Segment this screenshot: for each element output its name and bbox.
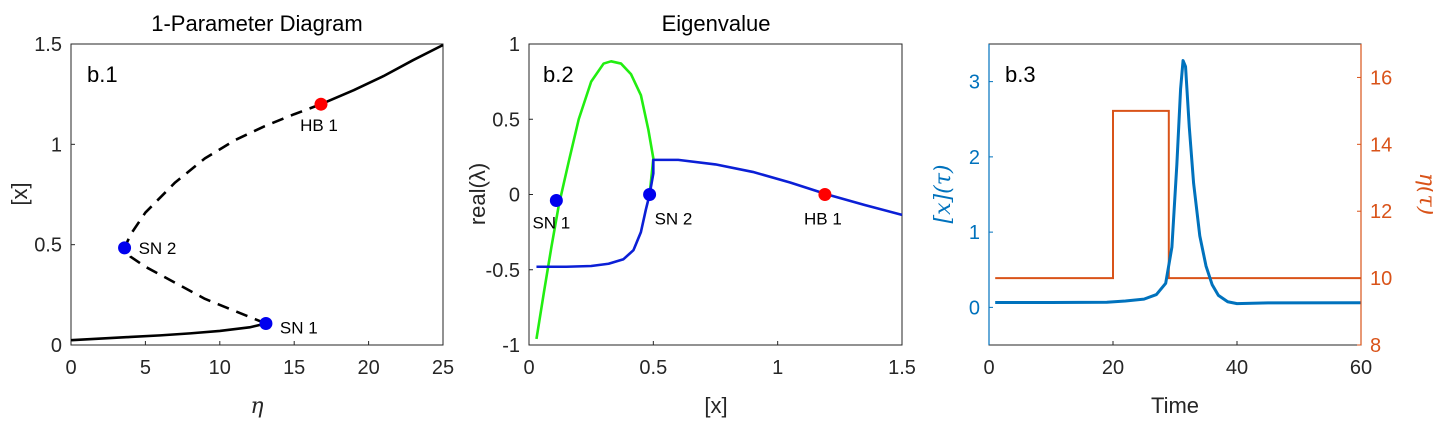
panel-3-x-tick-label: 0: [983, 357, 994, 379]
panel-2-sn2-label: SN 2: [655, 210, 693, 229]
panel-2-y-tick-label: 1: [509, 34, 520, 56]
panel-3-x-ticks: 0 20 40 60: [983, 341, 1372, 379]
panel-1-x-tick-label: 20: [357, 357, 379, 379]
panel-1-x-tick-label: 0: [65, 357, 76, 379]
panel-3-right-y-tick-label: 14: [1370, 134, 1392, 156]
panel-3-tag: b.3: [1005, 62, 1036, 87]
panel-1-y-tick-label: 1.5: [34, 34, 62, 56]
panel-3-left-y-tick-label: 0: [969, 297, 980, 319]
panel-3-right-y-axis-label: η(τ): [1414, 173, 1433, 216]
panel-2-y-tick-label: 0: [509, 185, 520, 207]
panel-3-x-tick-label: 40: [1226, 357, 1248, 379]
panel-3-left-y-tick-label: 3: [969, 72, 980, 94]
panel-2-green-eigenvalue-curve: [535, 60, 655, 340]
panel-2-y-tick-label: -0.5: [486, 260, 520, 282]
panel-2-x-tick-label: 1.5: [888, 357, 916, 379]
panel-1-sn1-label: SN 1: [280, 319, 318, 338]
panel-3-right-y-tick-label: 16: [1370, 67, 1392, 89]
panel-1-x-tick-label: 15: [283, 357, 305, 379]
panel-3-x-tick-label: 60: [1350, 357, 1372, 379]
panel-1-y-tick-label: 0: [51, 335, 62, 357]
panel-1-axes-box: [70, 43, 444, 346]
panel-3-x-series-line: [995, 59, 1362, 306]
panel-1-branch-solid-2: [320, 43, 444, 106]
panel-1-sn2-label: SN 2: [139, 239, 177, 258]
panel-2-blue-eigenvalue-curve: [536, 158, 903, 269]
panel-3-left-y-ticks: 0 1 2 3: [969, 72, 993, 319]
panel-3-x-axis-label: Time: [1151, 393, 1199, 418]
panel-3-left-y-axis-label: [x](τ): [931, 165, 956, 224]
panel-3-right-y-tick-label: 8: [1370, 335, 1381, 357]
panel-1-hb1-label: HB 1: [300, 116, 338, 135]
panel-1-title: 1-Parameter Diagram: [151, 11, 363, 36]
panel-2-sn1-point: [549, 194, 563, 208]
panel-2-plot-area: SN 1 SN 2 HB 1: [532, 60, 903, 340]
panel-2-x-axis-label: [x]: [704, 393, 727, 418]
panel-2-y-tick-label: -1: [502, 335, 520, 357]
panel-2-title: Eigenvalue: [662, 11, 771, 36]
panel-2-hb1-point: [818, 188, 832, 201]
panel-2-x-tick-label: 0.5: [639, 357, 667, 379]
panel-1-y-tick-label: 0.5: [34, 235, 62, 257]
panel-1-sn1-point: [259, 317, 273, 331]
panel-2-eigenvalue: Eigenvalue SN 1 SN 2 HB 1 0 0.5 1 1.5 -1 -0.5 0…: [465, 11, 916, 418]
panel-2-x-tick-label: 0: [523, 357, 534, 379]
panel-3-x-tick-label: 20: [1102, 357, 1124, 379]
panel-2-y-tick-label: 0.5: [492, 109, 520, 131]
panel-2-axes-box: [528, 43, 903, 346]
panel-2-sn2-point: [643, 188, 657, 201]
panel-3-right-y-tick-label: 12: [1370, 201, 1392, 223]
panel-3-right-y-ticks: 8 10 12 14 16: [1357, 67, 1392, 357]
panel-2-x-ticks: 0 0.5 1 1.5: [523, 341, 916, 379]
panel-2-y-ticks: -1 -0.5 0 0.5 1: [486, 34, 533, 357]
panel-3-eta-series-line: [995, 109, 1361, 280]
panel-2-y-axis-label: real(λ): [465, 163, 490, 225]
panel-1-hb1-point: [314, 97, 328, 111]
panel-3-plot-area: [995, 59, 1362, 306]
panel-2-x-tick-label: 1: [772, 357, 783, 379]
panel-1-branch-dashed-1: [123, 102, 322, 325]
panel-1-y-ticks: 0 0.5 1 1.5: [34, 34, 75, 357]
panel-1-x-tick-label: 5: [140, 357, 151, 379]
panel-2-sn1-label: SN 1: [532, 214, 570, 233]
panel-1-y-axis-label: [x]: [7, 182, 32, 205]
panel-1-sn2-point: [118, 241, 132, 255]
panel-1-x-tick-label: 10: [209, 357, 231, 379]
panel-1-branch-solid-0: [70, 322, 267, 342]
panel-1-x-ticks: 0 5 10 15 20 25: [65, 341, 454, 379]
panel-3-left-y-tick-label: 1: [969, 222, 980, 244]
panel-3-right-y-tick-label: 10: [1370, 268, 1392, 290]
panel-1-x-axis-label: η: [250, 394, 263, 419]
panel-1-tag: b.1: [87, 62, 118, 87]
panel-2-hb1-label: HB 1: [804, 210, 842, 229]
panel-1-plot-area: SN 2 SN 1 HB 1: [70, 43, 444, 342]
panel-1-x-tick-label: 25: [432, 357, 454, 379]
panel-3-left-y-tick-label: 2: [969, 147, 980, 169]
panel-2-tag: b.2: [543, 62, 574, 87]
panel-1-parameter-diagram: 1-Parameter Diagram SN 2SN 1HB 1 0 5 10 15 2…: [7, 11, 454, 419]
panel-1-y-tick-label: 1: [51, 134, 62, 156]
